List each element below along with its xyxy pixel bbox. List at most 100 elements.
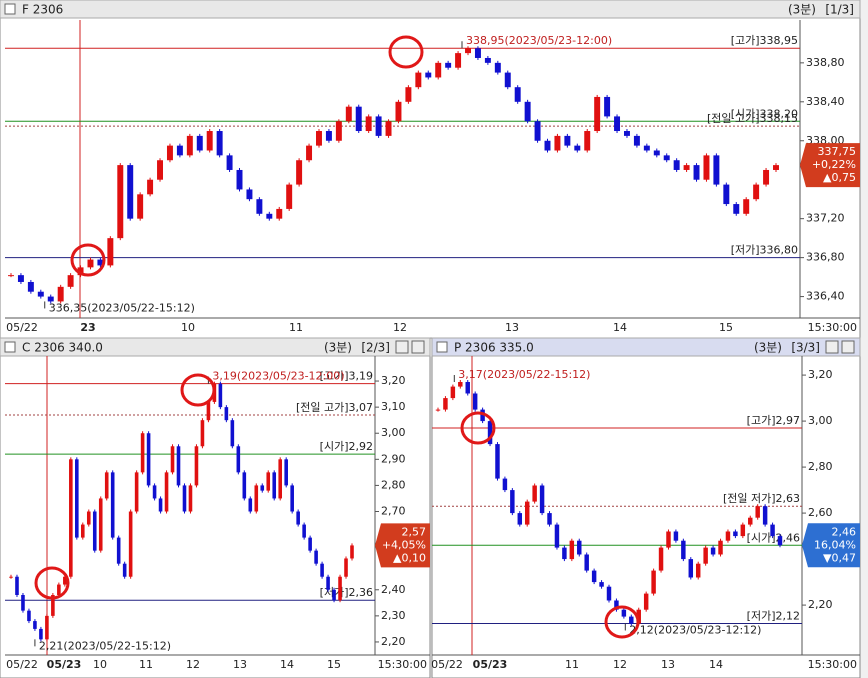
panel-page: [3/3] <box>791 341 820 355</box>
candle-body <box>710 547 716 555</box>
candle-body <box>17 275 24 282</box>
reference-label: [고가]3,19 <box>320 370 373 383</box>
candle-body <box>37 291 44 297</box>
candle-body <box>272 472 277 499</box>
panel-title: P 2306 335.0 <box>454 341 534 355</box>
candle-body <box>276 208 283 219</box>
time-label: 15:30:00 <box>808 658 857 671</box>
y-tick-label: 2,90 <box>381 452 406 465</box>
candle-body <box>332 589 336 601</box>
reference-label: [시가]2,92 <box>320 440 373 453</box>
chart-panel: F 2306 [1/3](3분)338,80338,40338,00337,203… <box>0 0 861 339</box>
candle-body <box>495 444 500 479</box>
candle-body <box>284 459 288 486</box>
panel-period: (3분) <box>754 341 782 355</box>
y-tick-label: 2,80 <box>808 460 833 473</box>
panel-max-button[interactable] <box>825 340 839 354</box>
candle-body <box>594 96 601 132</box>
annotation-label: 336,35(2023/05/22-15:12) <box>49 301 195 314</box>
y-tick-label: 2,30 <box>381 609 406 622</box>
y-tick-label: 3,20 <box>808 368 833 381</box>
candle-body <box>236 446 241 473</box>
candle-body <box>350 545 354 559</box>
candle-body <box>748 517 753 525</box>
y-tick-label: 338,40 <box>806 95 845 108</box>
candle-body <box>110 472 115 538</box>
candle-body <box>286 184 293 209</box>
candle-body <box>510 490 515 514</box>
panel-close-button[interactable] <box>841 340 855 354</box>
candle-body <box>723 184 730 205</box>
candle-body <box>718 540 723 555</box>
panel-max-button[interactable] <box>395 340 409 354</box>
candle-body <box>335 121 342 141</box>
y-tick-label: 2,40 <box>381 583 406 596</box>
candle-body <box>80 524 85 538</box>
reference-label: [고가]2,97 <box>747 414 800 427</box>
candle-body <box>577 540 582 555</box>
candle-body <box>534 121 541 141</box>
x-tick-label: 05/23 <box>473 658 508 671</box>
candle-body <box>158 498 163 512</box>
chart-panel: C 2306 340.0 [2/3] (3분) 3,20 3,10 3,00 2,90 2,8… <box>0 337 431 678</box>
highlight-circle <box>34 566 70 600</box>
candle-body <box>435 409 441 411</box>
candle-body <box>494 62 501 73</box>
highlight-circle <box>604 605 640 639</box>
reference-label: [시가]338,20 <box>731 107 798 120</box>
panel-close-button[interactable] <box>411 340 425 354</box>
annotation-label: 338,95(2023/05/23-12:00) <box>466 34 612 47</box>
candle-body <box>27 610 31 622</box>
x-tick-label: 12 <box>186 658 200 671</box>
candle-body <box>296 511 300 525</box>
candle-body <box>524 101 531 122</box>
reference-label: [저가]336,80 <box>731 244 798 257</box>
candle-body <box>176 145 183 156</box>
x-tick-label: 12 <box>613 658 627 671</box>
candle-body <box>395 101 402 122</box>
candle-body <box>683 165 690 170</box>
candle-body <box>547 513 552 525</box>
candle-body <box>733 531 738 537</box>
candle-body <box>242 472 247 499</box>
candle-body <box>725 531 731 541</box>
panel-page: [2/3] <box>361 341 390 355</box>
candle-body <box>57 584 61 595</box>
price-box-change-pct: +0,22% <box>812 158 856 171</box>
candle-body <box>194 446 199 486</box>
candle-body <box>254 485 259 512</box>
candle-body <box>465 381 470 394</box>
reference-label: [고가]338,95 <box>731 34 798 47</box>
y-tick-label: 336,80 <box>806 251 845 264</box>
candle-body <box>21 594 25 611</box>
candle-body <box>385 121 392 136</box>
x-tick-label: 11 <box>139 658 153 671</box>
candle-body <box>77 267 84 276</box>
candle-body <box>51 594 55 616</box>
candle-body <box>584 131 591 151</box>
candle-body <box>445 62 452 68</box>
panel-period: (3분) <box>324 341 352 355</box>
candle-body <box>206 401 211 421</box>
x-tick-label: 12 <box>393 321 407 334</box>
candle-body <box>326 576 330 590</box>
panel-title: F 2306 <box>22 3 63 17</box>
candle-body <box>450 386 456 399</box>
price-box-price: 2,46 <box>832 525 857 538</box>
candle-body <box>554 135 561 151</box>
candle-body <box>308 537 312 551</box>
candle-body <box>218 383 223 408</box>
candle-body <box>316 131 322 146</box>
y-tick-label: 3,00 <box>381 426 406 439</box>
candle-body <box>713 155 720 185</box>
candle-body <box>405 87 412 102</box>
candle-body <box>224 407 229 421</box>
x-tick-label: 23 <box>80 321 95 334</box>
price-box <box>800 143 860 188</box>
candle-body <box>755 506 760 518</box>
y-tick-label: 3,10 <box>381 400 406 413</box>
candle-body <box>104 472 109 499</box>
candle-body <box>98 498 103 551</box>
y-tick-label: 2,60 <box>808 506 833 519</box>
candle-body <box>455 53 462 68</box>
